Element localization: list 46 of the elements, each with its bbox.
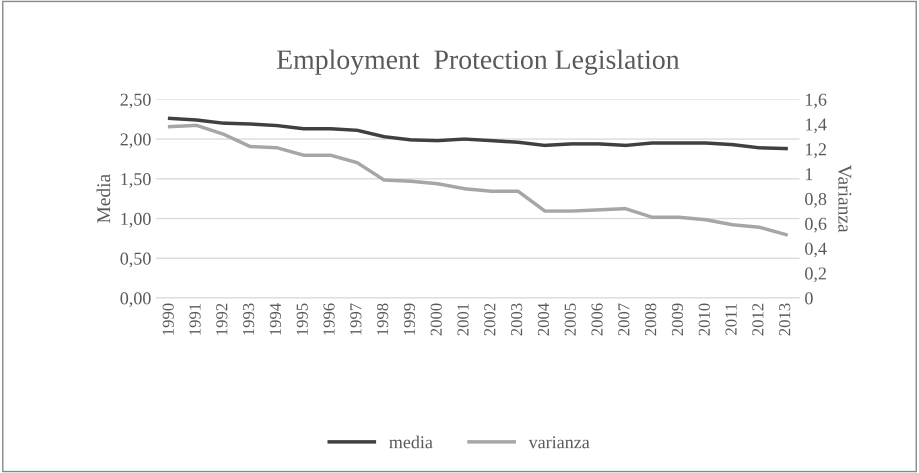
y2-tick-label: 1,2 (806, 143, 826, 158)
x-tick-label: 1992 (216, 304, 228, 335)
x-tick-label: 2005 (564, 304, 576, 336)
x-tick-label: 1997 (350, 303, 362, 335)
x-tick-label: 2013 (779, 304, 790, 336)
y2-tick-label: 1 (806, 168, 812, 180)
x-tick-label: 2007 (618, 303, 630, 336)
x-tick-label: 2011 (725, 304, 737, 335)
x-tick-label: 1991 (189, 304, 201, 335)
y2-tick-label: 0,6 (805, 218, 826, 233)
x-tick-label: 1994 (270, 303, 282, 335)
y2-tick-label: 1,4 (806, 118, 827, 134)
x-tick-label: 1993 (243, 304, 254, 335)
x-tick-label: 2010 (698, 303, 710, 336)
y-tick-label: 1,50 (121, 173, 151, 188)
y-tick-label: 0,50 (120, 252, 151, 268)
x-tick-label: 1998 (376, 303, 388, 335)
y-tick-label: 0,00 (120, 292, 151, 308)
x-tick-label: 2008 (645, 303, 656, 336)
y2-tick-label: 0,2 (805, 267, 826, 282)
y2-tick-label: 0,4 (805, 242, 827, 258)
y-tick-label: 2,50 (120, 94, 151, 108)
legend-label: varianza (528, 436, 590, 448)
x-tick-label: 2002 (484, 304, 496, 336)
x-tick-label: 1995 (296, 304, 308, 335)
x-tick-label: 2009 (672, 304, 684, 336)
x-tick-label: 2006 (591, 303, 603, 336)
x-tick-label: 1996 (323, 303, 335, 335)
y-axis-title: Media (96, 174, 110, 223)
x-tick-label: 2012 (752, 304, 764, 336)
x-tick-label: 2003 (511, 304, 522, 336)
legend-label: media (389, 436, 433, 448)
line-series (168, 116, 788, 150)
x-tick-label: 1990 (162, 303, 174, 335)
y-tick-label: 2,00 (120, 133, 151, 148)
y2-tick-label: 0,8 (805, 192, 826, 208)
x-tick-label: 1999 (404, 304, 416, 335)
y2-tick-label: 1,6 (806, 94, 826, 108)
line-series (168, 124, 788, 236)
y2-tick-label: 0 (805, 292, 813, 304)
chart-title: Employment Protection Legislation (276, 50, 680, 75)
x-tick-label: 2004 (538, 303, 550, 336)
y-tick-label: 1,00 (121, 212, 151, 228)
x-tick-label: 2000 (430, 303, 442, 336)
y2-axis-title: Varianza (838, 164, 852, 232)
x-tick-label: 2001 (457, 304, 469, 336)
